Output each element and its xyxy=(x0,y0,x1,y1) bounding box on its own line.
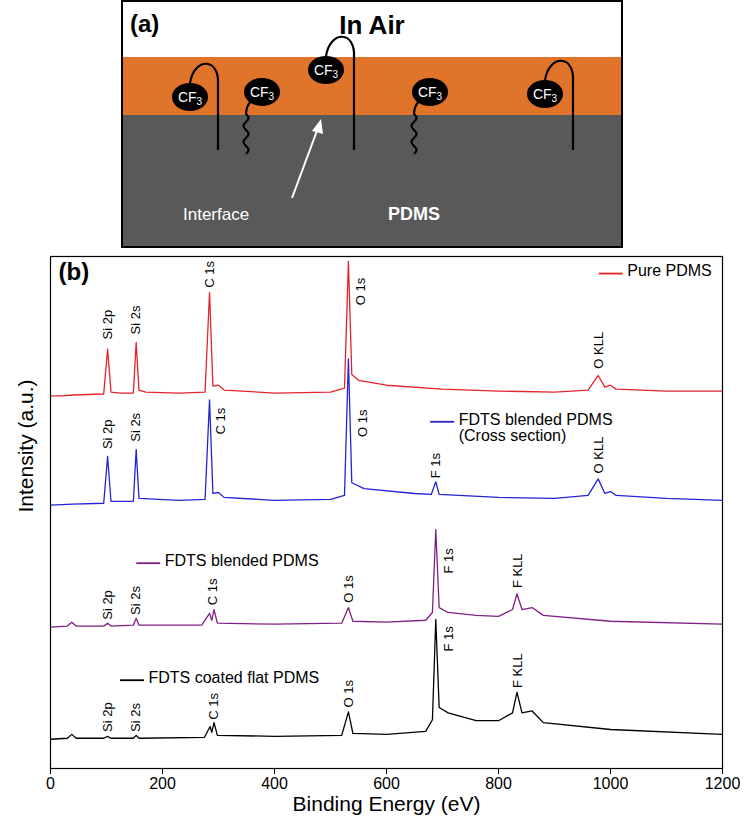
svg-text:C 1s: C 1s xyxy=(213,407,228,434)
svg-text:F KLL: F KLL xyxy=(510,653,525,688)
svg-text:Interface: Interface xyxy=(183,205,249,224)
svg-text:CF3: CF3 xyxy=(250,84,275,102)
svg-text:Pure PDMS: Pure PDMS xyxy=(627,262,711,279)
svg-text:200: 200 xyxy=(149,775,176,792)
svg-text:C 1s: C 1s xyxy=(206,693,221,720)
svg-text:Si 2p: Si 2p xyxy=(100,310,115,340)
svg-text:Si 2p: Si 2p xyxy=(100,702,115,732)
svg-text:In Air: In Air xyxy=(339,10,404,40)
svg-text:O 1s: O 1s xyxy=(341,575,356,603)
svg-text:0: 0 xyxy=(46,775,55,792)
svg-text:(a): (a) xyxy=(130,10,159,37)
svg-text:O 1s: O 1s xyxy=(355,409,370,437)
svg-text:800: 800 xyxy=(485,775,512,792)
svg-text:1200: 1200 xyxy=(705,775,741,792)
svg-text:Si 2s: Si 2s xyxy=(128,585,143,614)
svg-text:Si 2s: Si 2s xyxy=(128,412,143,441)
svg-text:F 1s: F 1s xyxy=(441,548,456,574)
svg-text:FDTS coated flat PDMS: FDTS coated flat PDMS xyxy=(149,669,320,686)
svg-text:Si 2p: Si 2p xyxy=(100,419,115,449)
svg-text:400: 400 xyxy=(261,775,288,792)
svg-text:CF3: CF3 xyxy=(533,86,558,104)
svg-text:(b): (b) xyxy=(59,258,90,285)
svg-text:PDMS: PDMS xyxy=(388,204,440,224)
svg-text:Si 2s: Si 2s xyxy=(128,703,143,732)
svg-text:C 1s: C 1s xyxy=(205,578,220,605)
svg-text:F KLL: F KLL xyxy=(510,553,525,588)
svg-text:O 1s: O 1s xyxy=(353,277,368,305)
svg-text:C 1s: C 1s xyxy=(202,260,217,287)
svg-text:FDTS blended PDMS(Cross sectio: FDTS blended PDMS(Cross section) xyxy=(459,411,613,444)
svg-text:Si 2s: Si 2s xyxy=(128,305,143,334)
svg-text:Intensity (a.u.): Intensity (a.u.) xyxy=(14,379,37,512)
svg-text:O KLL: O KLL xyxy=(591,437,606,474)
svg-text:F 1s: F 1s xyxy=(428,453,443,479)
svg-text:600: 600 xyxy=(373,775,400,792)
svg-text:1000: 1000 xyxy=(593,775,629,792)
svg-text:O 1s: O 1s xyxy=(341,680,356,708)
svg-text:CF3: CF3 xyxy=(178,89,203,107)
svg-text:F 1s: F 1s xyxy=(441,626,456,652)
svg-text:Binding Energy (eV): Binding Energy (eV) xyxy=(293,792,481,815)
svg-text:FDTS blended PDMS: FDTS blended PDMS xyxy=(165,552,319,569)
svg-text:CF3: CF3 xyxy=(314,62,339,80)
svg-text:O KLL: O KLL xyxy=(591,332,606,369)
svg-text:Si 2p: Si 2p xyxy=(100,590,115,620)
svg-text:CF3: CF3 xyxy=(418,84,443,102)
